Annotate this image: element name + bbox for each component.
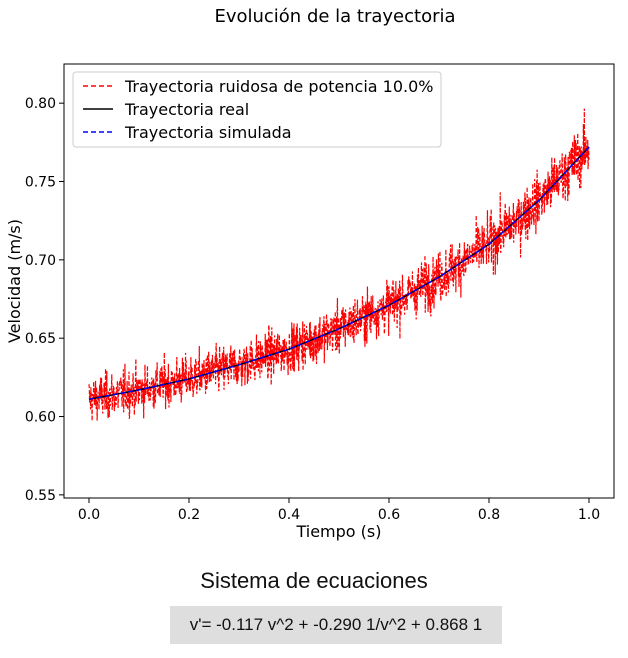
legend-label: Trayectoria real bbox=[124, 100, 249, 119]
equation-box: v'= -0.117 v^2 + -0.290 1/v^2 + 0.868 1 bbox=[170, 606, 502, 644]
x-tick-label: 0.4 bbox=[278, 507, 300, 523]
legend-box bbox=[72, 71, 442, 148]
y-tick-label: 0.80 bbox=[25, 96, 56, 112]
x-tick-label: 0.0 bbox=[78, 507, 100, 523]
series-line-noisy bbox=[88, 108, 590, 421]
chart-title: Evolución de la trayectoria bbox=[214, 6, 455, 27]
chart-svg: Evolución de la trayectoria 0.0 0.2 0.4 0.6… bbox=[5, 6, 615, 541]
x-tick-label: 0.8 bbox=[478, 507, 500, 523]
y-tick-label: 0.75 bbox=[25, 175, 56, 191]
x-axis-label: Tiempo (s) bbox=[295, 522, 381, 541]
series-line-simulated bbox=[88, 146, 590, 401]
plot-frame bbox=[63, 63, 615, 499]
y-tick-label: 0.60 bbox=[25, 410, 56, 426]
x-tick-label: 1.0 bbox=[578, 507, 600, 523]
y-axis-label: Velocidad (m/s) bbox=[5, 219, 24, 343]
equation-text: v'= -0.117 v^2 + -0.290 1/v^2 + 0.868 1 bbox=[189, 615, 483, 634]
plot-area bbox=[88, 108, 590, 421]
chart: Evolución de la trayectoria 0.0 0.2 0.4 0.6… bbox=[5, 6, 615, 541]
legend-label: Trayectoria simulada bbox=[124, 123, 292, 142]
equations-heading: Sistema de ecuaciones bbox=[200, 568, 428, 593]
x-tick-label: 0.2 bbox=[178, 507, 200, 523]
axes: 0.0 0.2 0.4 0.6 0.8 1.0 0.55 0.60 0.65 0.70 0.75 0.… bbox=[25, 96, 600, 523]
x-tick-label: 0.6 bbox=[378, 507, 400, 523]
legend-label: Trayectoria ruidosa de potencia 10.0% bbox=[124, 77, 433, 96]
y-tick-label: 0.55 bbox=[25, 488, 56, 504]
y-tick-label: 0.70 bbox=[25, 253, 56, 269]
legend: Trayectoria ruidosa de potencia 10.0% Tra… bbox=[72, 71, 442, 148]
y-tick-label: 0.65 bbox=[25, 331, 56, 347]
